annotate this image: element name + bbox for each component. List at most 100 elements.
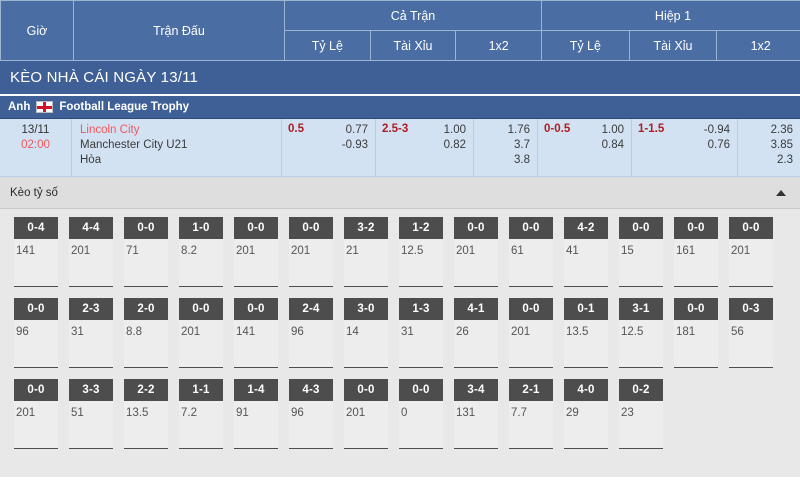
score-cell[interactable]: 1-3 31	[399, 298, 443, 368]
score-cell[interactable]: 1-0 8.2	[179, 217, 223, 287]
score-odds-value[interactable]: 161	[674, 239, 718, 287]
score-cell[interactable]: 3-4 131	[454, 379, 498, 449]
score-cell[interactable]: 0-2 23	[619, 379, 663, 449]
score-odds-value[interactable]: 56	[729, 320, 773, 368]
score-odds-value[interactable]: 13.5	[124, 401, 168, 449]
score-odds-value[interactable]: 8.2	[179, 239, 223, 287]
score-odds-value[interactable]: 96	[14, 320, 58, 368]
score-odds-value[interactable]: 26	[454, 320, 498, 368]
score-cell[interactable]: 1-4 91	[234, 379, 278, 449]
full-handicap-home-odds[interactable]: 0.77	[345, 124, 368, 136]
score-cell[interactable]: 0-0 201	[729, 217, 773, 287]
full-handicap-cell[interactable]: 0.5 0.77 -0.93	[282, 119, 376, 176]
score-cell[interactable]: 0-0 161	[674, 217, 718, 287]
score-cell[interactable]: 1-2 12.5	[399, 217, 443, 287]
score-cell[interactable]: 0-0 201	[509, 298, 553, 368]
score-odds-value[interactable]: 201	[234, 239, 278, 287]
score-odds-value[interactable]: 201	[729, 239, 773, 287]
half-handicap-home-odds[interactable]: 1.00	[601, 124, 624, 136]
score-odds-value[interactable]: 29	[564, 401, 608, 449]
half-1x2-cell[interactable]: 2.36 3.85 2.3	[738, 119, 800, 176]
score-odds-value[interactable]: 21	[344, 239, 388, 287]
score-cell[interactable]: 0-1 13.5	[564, 298, 608, 368]
score-cell[interactable]: 0-3 56	[729, 298, 773, 368]
full-1x2-home-odds[interactable]: 1.76	[507, 124, 530, 136]
score-odds-value[interactable]: 7.2	[179, 401, 223, 449]
score-odds-value[interactable]: 41	[564, 239, 608, 287]
score-odds-value[interactable]: 96	[289, 320, 333, 368]
half-1x2-away-odds[interactable]: 2.3	[777, 154, 793, 166]
score-cell[interactable]: 0-0 201	[179, 298, 223, 368]
full-1x2-cell[interactable]: 1.76 3.7 3.8	[474, 119, 538, 176]
half-1x2-home-odds[interactable]: 2.36	[770, 124, 793, 136]
score-odds-value[interactable]: 12.5	[399, 239, 443, 287]
score-odds-value[interactable]: 31	[399, 320, 443, 368]
score-odds-value[interactable]: 0	[399, 401, 443, 449]
score-cell[interactable]: 0-0 201	[344, 379, 388, 449]
score-odds-value[interactable]: 181	[674, 320, 718, 368]
score-odds-value[interactable]: 51	[69, 401, 113, 449]
score-cell[interactable]: 0-0 201	[14, 379, 58, 449]
score-odds-value[interactable]: 141	[14, 239, 58, 287]
score-odds-value[interactable]: 91	[234, 401, 278, 449]
score-cell[interactable]: 0-0 15	[619, 217, 663, 287]
full-overunder-cell[interactable]: 2.5-3 1.00 0.82	[376, 119, 474, 176]
score-cell[interactable]: 0-0 201	[289, 217, 333, 287]
score-odds-value[interactable]: 201	[344, 401, 388, 449]
score-cell[interactable]: 0-0 181	[674, 298, 718, 368]
score-cell[interactable]: 3-0 14	[344, 298, 388, 368]
half-under-odds[interactable]: 0.76	[707, 139, 730, 151]
score-cell[interactable]: 2-2 13.5	[124, 379, 168, 449]
score-odds-value[interactable]: 13.5	[564, 320, 608, 368]
half-1x2-draw-odds[interactable]: 3.85	[770, 139, 793, 151]
score-cell[interactable]: 3-1 12.5	[619, 298, 663, 368]
score-odds-value[interactable]: 131	[454, 401, 498, 449]
score-odds-value[interactable]: 201	[179, 320, 223, 368]
score-cell[interactable]: 4-3 96	[289, 379, 333, 449]
score-odds-value[interactable]: 8.8	[124, 320, 168, 368]
full-handicap-away-odds[interactable]: -0.93	[341, 139, 368, 151]
score-odds-value[interactable]: 7.7	[509, 401, 553, 449]
half-handicap-away-odds[interactable]: 0.84	[601, 139, 624, 151]
full-1x2-away-odds[interactable]: 3.8	[514, 154, 530, 166]
score-cell[interactable]: 4-2 41	[564, 217, 608, 287]
score-cell[interactable]: 1-1 7.2	[179, 379, 223, 449]
score-cell[interactable]: 0-0 61	[509, 217, 553, 287]
score-cell[interactable]: 4-1 26	[454, 298, 498, 368]
match-row[interactable]: 13/11 02:00 Lincoln City Manchester City…	[0, 119, 800, 177]
score-cell[interactable]: 2-1 7.7	[509, 379, 553, 449]
score-cell[interactable]: 0-0 201	[234, 217, 278, 287]
score-cell[interactable]: 2-3 31	[69, 298, 113, 368]
score-odds-value[interactable]: 141	[234, 320, 278, 368]
caret-up-icon[interactable]	[776, 189, 786, 196]
score-odds-value[interactable]: 201	[454, 239, 498, 287]
full-1x2-draw-odds[interactable]: 3.7	[514, 139, 530, 151]
score-cell[interactable]: 2-4 96	[289, 298, 333, 368]
score-odds-value[interactable]: 201	[69, 239, 113, 287]
half-handicap-cell[interactable]: 0-0.5 1.00 0.84	[538, 119, 632, 176]
score-cell[interactable]: 3-2 21	[344, 217, 388, 287]
score-odds-value[interactable]: 23	[619, 401, 663, 449]
league-header[interactable]: Anh Football League Trophy	[0, 96, 800, 119]
correct-score-section-header[interactable]: Kèo tỷ số	[0, 177, 800, 209]
score-odds-value[interactable]: 96	[289, 401, 333, 449]
score-odds-value[interactable]: 201	[14, 401, 58, 449]
score-odds-value[interactable]: 31	[69, 320, 113, 368]
score-cell[interactable]: 3-3 51	[69, 379, 113, 449]
score-cell[interactable]: 0-0 71	[124, 217, 168, 287]
score-odds-value[interactable]: 14	[344, 320, 388, 368]
score-odds-value[interactable]: 15	[619, 239, 663, 287]
score-odds-value[interactable]: 201	[509, 320, 553, 368]
score-cell[interactable]: 2-0 8.8	[124, 298, 168, 368]
full-over-odds[interactable]: 1.00	[443, 124, 466, 136]
score-cell[interactable]: 4-0 29	[564, 379, 608, 449]
score-cell[interactable]: 0-0 0	[399, 379, 443, 449]
score-cell[interactable]: 0-0 201	[454, 217, 498, 287]
score-odds-value[interactable]: 12.5	[619, 320, 663, 368]
score-odds-value[interactable]: 201	[289, 239, 333, 287]
half-over-odds[interactable]: -0.94	[703, 124, 730, 136]
score-odds-value[interactable]: 71	[124, 239, 168, 287]
score-cell[interactable]: 4-4 201	[69, 217, 113, 287]
score-cell[interactable]: 0-0 141	[234, 298, 278, 368]
score-cell[interactable]: 0-0 96	[14, 298, 58, 368]
